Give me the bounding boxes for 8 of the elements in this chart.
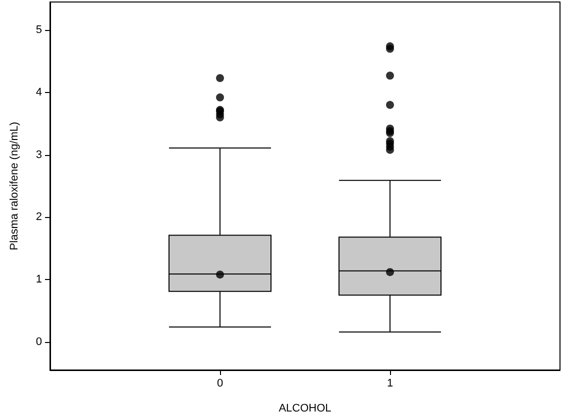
- y-axis-title: Plasma raloxifene (ng/mL): [8, 122, 20, 250]
- y-tick-label: 1: [36, 274, 42, 286]
- x-axis-title: ALCOHOL: [278, 402, 332, 414]
- y-tick-label: 0: [36, 336, 42, 348]
- y-tick-label: 4: [36, 86, 42, 98]
- y-tick-label: 3: [36, 148, 42, 161]
- y-tick-label: 5: [36, 24, 42, 36]
- y-tick-label: 2: [36, 211, 42, 224]
